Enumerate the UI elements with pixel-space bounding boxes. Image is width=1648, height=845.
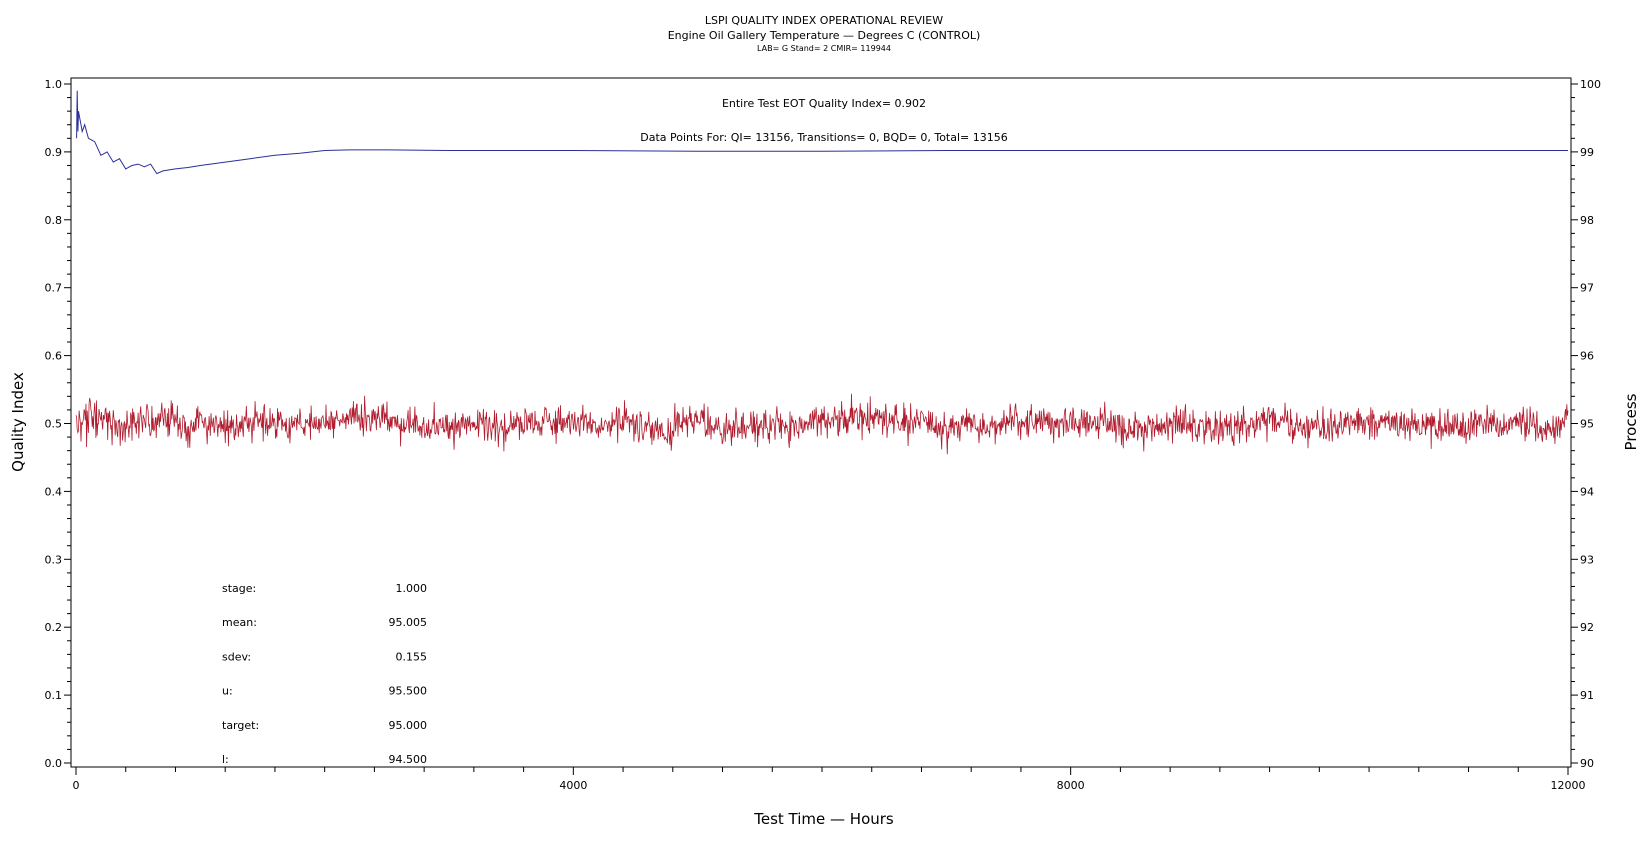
y-right-tick-label: 96 <box>1580 350 1594 363</box>
stat-value: 95.000 <box>389 719 428 732</box>
y-right-tick-label: 94 <box>1580 485 1594 498</box>
plot-frame <box>70 77 1572 768</box>
stat-label: mean: <box>222 616 257 629</box>
chart-subtitle: Engine Oil Gallery Temperature — Degrees… <box>668 29 981 42</box>
y-left-tick-label: 0.1 <box>45 689 63 702</box>
y-left-tick-label: 0.6 <box>45 350 63 363</box>
quality-index-series-line <box>76 90 1568 175</box>
y-left-tick-label: 1.0 <box>45 78 63 91</box>
y-right-tick-label: 97 <box>1580 282 1594 295</box>
process-series <box>75 393 1569 455</box>
y-right-tick-label: 90 <box>1580 757 1594 770</box>
y-left-tick-label: 0.0 <box>45 757 63 770</box>
process-series-line <box>75 393 1569 455</box>
y-right-tick-label: 98 <box>1580 214 1594 227</box>
stat-value: 94.500 <box>389 753 428 766</box>
stats-table: stage: 1.000 mean: 95.005 sdev: 0.155 u: 95.500… <box>222 582 427 766</box>
stat-label: l: <box>222 753 229 766</box>
y-left-tick-label: 0.5 <box>45 418 63 431</box>
stat-label: stage: <box>222 582 256 595</box>
y-left-tick-label: 0.2 <box>45 621 63 634</box>
stat-value: 95.500 <box>389 685 428 698</box>
stat-label: target: <box>222 719 259 732</box>
eot-quality-index-annotation: Entire Test EOT Quality Index= 0.902 <box>722 97 926 110</box>
stat-value: 0.155 <box>396 650 428 663</box>
stat-label: u: <box>222 685 233 698</box>
y-right-tick-label: 91 <box>1580 689 1594 702</box>
y-left-tick-label: 0.8 <box>45 214 63 227</box>
y-axis-right-title: Process <box>1622 393 1640 450</box>
y-right-tick-label: 92 <box>1580 621 1594 634</box>
y-axis-right: 90 91 92 93 94 95 96 97 98 99 100 <box>1571 78 1601 770</box>
y-axis-left-title: Quality Index <box>9 372 27 472</box>
stat-value: 95.005 <box>389 616 428 629</box>
y-right-tick-label: 100 <box>1580 78 1601 91</box>
x-tick-label: 12000 <box>1551 779 1586 792</box>
x-tick-label: 4000 <box>559 779 587 792</box>
x-tick-label: 0 <box>73 779 80 792</box>
y-right-tick-label: 95 <box>1580 418 1594 431</box>
y-axis-left: 0.0 0.1 0.2 0.3 0.4 0.5 0.6 0.7 0.8 0.9 1.0 <box>45 78 71 770</box>
stat-value: 1.000 <box>396 582 428 595</box>
y-left-tick-label: 0.4 <box>45 485 63 498</box>
x-axis: 0 4000 8000 12000 <box>73 767 1586 792</box>
y-right-tick-label: 99 <box>1580 146 1594 159</box>
x-axis-title: Test Time — Hours <box>753 810 894 828</box>
data-points-annotation: Data Points For: QI= 13156, Transitions=… <box>640 131 1008 144</box>
y-left-tick-label: 0.3 <box>45 553 63 566</box>
stat-label: sdev: <box>222 650 251 663</box>
y-left-tick-label: 0.7 <box>45 282 63 295</box>
chart-subtitle-lab: LAB= G Stand= 2 CMIR= 119944 <box>757 44 891 53</box>
chart-title: LSPI QUALITY INDEX OPERATIONAL REVIEW <box>705 14 943 27</box>
y-right-tick-label: 93 <box>1580 553 1594 566</box>
y-left-tick-label: 0.9 <box>45 146 63 159</box>
x-tick-label: 8000 <box>1057 779 1085 792</box>
